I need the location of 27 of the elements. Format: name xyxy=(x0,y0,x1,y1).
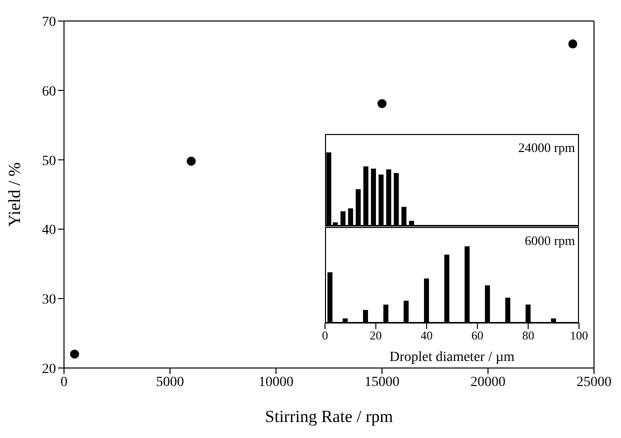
x-tick-label: 60 xyxy=(471,328,484,343)
x-tick-label: 80 xyxy=(522,328,534,343)
point xyxy=(70,350,80,359)
point xyxy=(568,39,578,48)
y-tick-label: 40 xyxy=(42,223,56,238)
x-tick-label: 100 xyxy=(570,328,588,343)
y-tick-label: 30 xyxy=(42,292,56,308)
y-tick-label: 60 xyxy=(42,84,56,100)
point xyxy=(186,156,196,166)
annotation: 6000 rpm xyxy=(524,233,575,249)
y-tick-label: 50 xyxy=(42,154,56,169)
x-tick-label: 15000 xyxy=(364,374,400,390)
x-axis-title: Droplet diameter / µm xyxy=(389,350,515,365)
y-axis-title: Yield / % xyxy=(5,162,24,227)
x-axis-title: Stirring Rate / rpm xyxy=(265,407,393,426)
y-tick-label: 20 xyxy=(42,362,56,377)
x-tick-label: 40 xyxy=(420,328,433,343)
x-tick-label: 20000 xyxy=(470,374,506,390)
x-tick-label: 25000 xyxy=(576,374,612,390)
y-tick-label: 70 xyxy=(42,14,56,30)
x-tick-label: 0 xyxy=(60,374,68,390)
point xyxy=(377,99,387,108)
x-tick-label: 0 xyxy=(322,328,328,343)
x-tick-label: 5000 xyxy=(156,374,184,390)
x-tick-label: 10000 xyxy=(258,374,294,390)
annotation: 24000 rpm xyxy=(518,140,575,156)
x-tick-label: 20 xyxy=(370,328,382,343)
